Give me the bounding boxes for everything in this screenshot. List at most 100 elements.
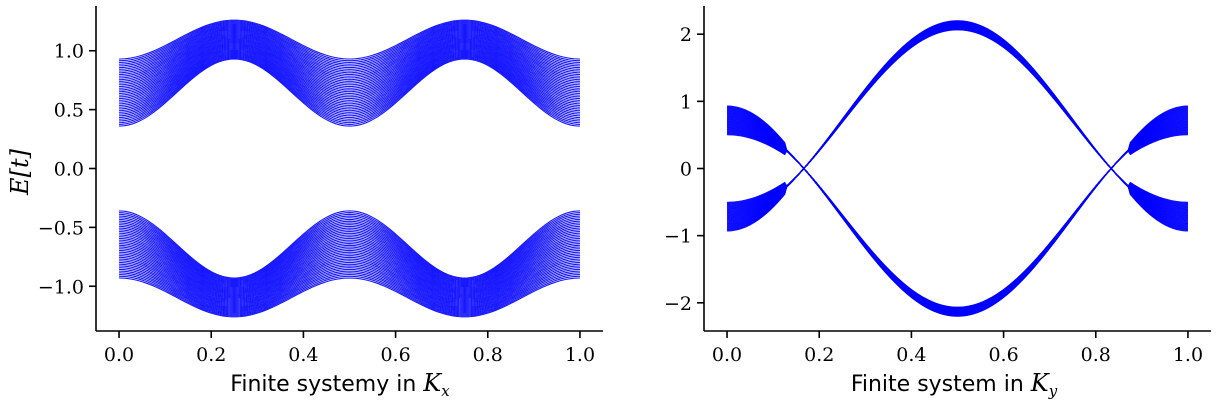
left-lower-band-line bbox=[119, 263, 580, 310]
right-upper-band-line bbox=[727, 26, 1188, 170]
left-lower-band-line bbox=[119, 277, 580, 318]
left-lower-band-line bbox=[119, 237, 580, 295]
left-lower-band-line bbox=[119, 227, 580, 289]
right-lower-band-line bbox=[727, 167, 1188, 313]
right-lower-band-line bbox=[727, 167, 1188, 309]
left-lower-band-line bbox=[119, 260, 580, 308]
left-lower-band-line bbox=[119, 270, 580, 314]
right-lower-band-line bbox=[727, 167, 1188, 311]
right-x-tick-label: 0.8 bbox=[1081, 344, 1111, 366]
right-lower-band-line bbox=[727, 167, 1188, 314]
right-x-tick-label: 0.6 bbox=[988, 344, 1018, 366]
right-upper-band-line bbox=[727, 20, 1188, 170]
left-upper-band-line bbox=[119, 41, 580, 98]
right-y-tick-label: −2 bbox=[664, 293, 692, 315]
left-upper-band-line bbox=[119, 44, 580, 103]
right-upper-band-line bbox=[727, 27, 1188, 170]
left-y-tick-label: −1.0 bbox=[38, 276, 84, 298]
right-upper-band-line bbox=[727, 20, 1188, 170]
left-upper-band-line bbox=[119, 52, 580, 117]
right-lower-band-line bbox=[727, 167, 1188, 310]
right-lower-band-line bbox=[727, 167, 1188, 311]
left-panel: 0.0 0.2 0.4 0.6 0.8 1.0 −1.0 −0.5 0.0 0.5 1.0 Fin… bbox=[6, 6, 603, 400]
right-lower-band-line bbox=[727, 167, 1188, 309]
left-lower-band-line bbox=[119, 215, 580, 282]
left-band-curves bbox=[119, 19, 580, 318]
left-x-tick-label: 0.6 bbox=[380, 344, 410, 366]
right-y-tick-label: 1 bbox=[680, 91, 692, 113]
right-upper-band-line bbox=[727, 25, 1188, 170]
right-upper-band-line bbox=[727, 25, 1188, 170]
right-lower-band-line bbox=[727, 167, 1188, 315]
right-x-tick-label: 0.0 bbox=[712, 344, 742, 366]
left-upper-band-line bbox=[119, 32, 580, 82]
right-upper-band-line bbox=[727, 23, 1188, 170]
right-lower-band-line bbox=[727, 167, 1188, 309]
left-x-tick-label: 0.4 bbox=[288, 344, 318, 366]
right-x-tick-label: 1.0 bbox=[1173, 344, 1203, 366]
right-upper-band-line bbox=[727, 22, 1188, 170]
left-lower-band-line bbox=[119, 243, 580, 298]
right-lower-band-line bbox=[727, 167, 1188, 314]
right-lower-band-line bbox=[727, 167, 1188, 315]
right-y-tick-label: −1 bbox=[664, 226, 692, 248]
left-lower-band-line bbox=[119, 249, 580, 302]
right-lower-band-line bbox=[727, 167, 1188, 312]
left-lower-band-line bbox=[119, 275, 580, 317]
left-lower-band-line bbox=[119, 251, 580, 303]
left-lower-band-line bbox=[119, 272, 580, 315]
right-upper-band-line bbox=[727, 23, 1188, 170]
left-lower-band-line bbox=[119, 232, 580, 292]
right-x-tick-label: 0.2 bbox=[804, 344, 834, 366]
left-lower-band-line bbox=[119, 241, 580, 297]
left-upper-band-line bbox=[119, 23, 580, 67]
right-upper-band-line bbox=[727, 23, 1188, 170]
right-upper-band-line bbox=[727, 26, 1188, 170]
left-upper-band-line bbox=[119, 58, 580, 127]
right-lower-band-line bbox=[727, 167, 1188, 317]
left-upper-band-line bbox=[119, 25, 580, 70]
left-upper-band-line bbox=[119, 57, 580, 125]
right-lower-band-line bbox=[727, 167, 1188, 310]
left-lower-band-line bbox=[119, 229, 580, 290]
left-lower-band-line bbox=[119, 256, 580, 306]
left-upper-band-line bbox=[119, 35, 580, 88]
right-upper-band-line bbox=[727, 27, 1188, 170]
left-upper-band-line bbox=[119, 43, 580, 101]
right-upper-band-line bbox=[727, 25, 1188, 170]
left-x-tick-label: 1.0 bbox=[565, 344, 595, 366]
left-lower-band-line bbox=[119, 253, 580, 304]
left-upper-band-line bbox=[119, 55, 580, 122]
left-y-tick-label: 0.5 bbox=[54, 100, 84, 122]
left-upper-band-line bbox=[119, 29, 580, 77]
left-lower-band-line bbox=[119, 217, 580, 283]
right-lower-band-line bbox=[727, 167, 1188, 312]
right-lower-band-line bbox=[727, 167, 1188, 317]
right-lower-band-line bbox=[727, 167, 1188, 308]
right-upper-band-line bbox=[727, 21, 1188, 170]
right-upper-band-line bbox=[727, 20, 1188, 170]
right-x-tick-label: 0.4 bbox=[896, 344, 926, 366]
right-upper-band-line bbox=[727, 21, 1188, 170]
left-x-tick-label: 0.0 bbox=[104, 344, 134, 366]
left-upper-band-line bbox=[119, 26, 580, 72]
right-lower-band-line bbox=[727, 167, 1188, 316]
left-lower-band-line bbox=[119, 213, 580, 281]
right-upper-band-line bbox=[727, 28, 1188, 170]
left-lower-band-line bbox=[119, 265, 580, 311]
left-lower-band-line bbox=[119, 239, 580, 296]
left-x-ticks: 0.0 0.2 0.4 0.6 0.8 1.0 bbox=[104, 331, 595, 366]
right-lower-band-line bbox=[727, 167, 1188, 313]
left-lower-band-line bbox=[119, 224, 580, 287]
right-lower-band-line bbox=[727, 167, 1188, 314]
left-upper-band-line bbox=[119, 38, 580, 93]
left-lower-band-line bbox=[119, 234, 580, 293]
left-lower-band-line bbox=[119, 225, 580, 288]
left-lower-band-line bbox=[119, 210, 580, 279]
right-upper-band-line bbox=[727, 24, 1188, 170]
left-y-tick-label: 0.0 bbox=[54, 159, 84, 181]
right-lower-band-line bbox=[727, 167, 1188, 311]
left-upper-band-line bbox=[119, 45, 580, 105]
left-upper-band-line bbox=[119, 56, 580, 124]
